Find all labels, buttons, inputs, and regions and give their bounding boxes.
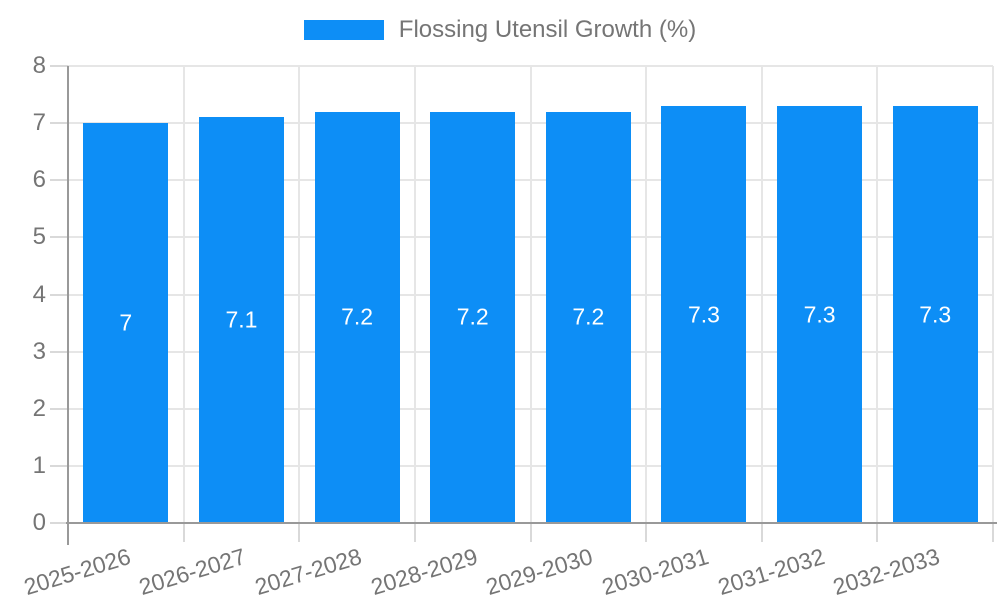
bar-2031-2032: 7.3 (777, 106, 863, 523)
y-tick-mark (50, 350, 68, 353)
x-tick-label: 2026-2027 (136, 543, 250, 600)
bar-2025-2026: 7 (83, 123, 169, 523)
x-tick-mark (182, 524, 185, 542)
legend-label: Flossing Utensil Growth (%) (398, 16, 697, 43)
x-tick-mark (529, 524, 532, 542)
bar-value-label: 7.2 (572, 303, 605, 330)
gridline-vertical (992, 66, 994, 523)
x-tick-mark (645, 524, 648, 542)
bar-2026-2027: 7.1 (198, 117, 284, 523)
y-tick-label: 8 (32, 52, 46, 79)
x-tick-label: 2032-2033 (829, 543, 943, 600)
x-tick-label: 2030-2031 (598, 543, 712, 600)
y-tick-label: 4 (32, 280, 46, 308)
y-tick-mark (50, 522, 68, 524)
gridline-vertical (413, 66, 416, 523)
bar-2029-2030: 7.2 (545, 111, 631, 523)
x-tick-mark (413, 524, 416, 542)
x-tick-label: 2029-2030 (483, 543, 596, 600)
plot-area: 7 7.1 7.2 7.2 7.2 7.3 7.3 7.3 (68, 65, 994, 523)
y-tick-mark (50, 293, 68, 296)
bar-value-label: 7.2 (341, 303, 374, 330)
x-tick-label: 2031-2032 (714, 543, 828, 600)
y-tick-mark (50, 464, 68, 467)
legend-item[interactable]: Flossing Utensil Growth (%) (0, 14, 1000, 46)
gridline-vertical (529, 66, 532, 523)
gridline-vertical (760, 66, 763, 523)
x-tick-label: 2027-2028 (251, 543, 365, 600)
gridline-vertical (182, 66, 185, 523)
bar-2030-2031: 7.3 (661, 106, 747, 523)
bar-value-label: 7.2 (456, 303, 489, 330)
y-tick-label: 1 (32, 451, 46, 479)
y-tick-mark (50, 236, 68, 239)
y-tick-label: 7 (32, 109, 46, 137)
y-tick-label: 2 (32, 394, 46, 422)
y-tick-label: 3 (32, 337, 46, 365)
y-tick-label: 5 (32, 223, 46, 251)
bar-value-label: 7.3 (803, 301, 836, 327)
bar-2028-2029: 7.2 (430, 111, 516, 523)
y-tick-label: 0 (32, 509, 46, 536)
x-axis-line (66, 522, 997, 524)
x-tick-mark (298, 524, 301, 542)
x-tick-mark (992, 524, 994, 542)
x-tick-mark (760, 524, 763, 542)
y-tick-mark (50, 179, 68, 182)
bar-value-label: 7.1 (225, 306, 258, 333)
y-tick-mark (50, 407, 68, 410)
gridline-vertical (298, 66, 301, 523)
gridline-vertical (645, 66, 648, 523)
bar-2032-2033: 7.3 (892, 106, 978, 523)
bar-2027-2028: 7.2 (314, 111, 400, 523)
x-tick-mark (876, 524, 879, 542)
y-axis-line (67, 66, 69, 545)
gridline-vertical (876, 66, 879, 523)
bar-value-label: 7.3 (919, 301, 952, 327)
y-tick-label: 6 (32, 166, 46, 194)
y-tick-mark (50, 65, 68, 67)
x-tick-label: 2028-2029 (367, 543, 481, 600)
y-tick-mark (50, 122, 68, 125)
bar-value-label: 7.3 (687, 301, 720, 327)
x-tick-label: 2025-2026 (20, 543, 134, 600)
bar-value-label: 7 (119, 309, 133, 336)
legend-swatch (303, 20, 384, 40)
